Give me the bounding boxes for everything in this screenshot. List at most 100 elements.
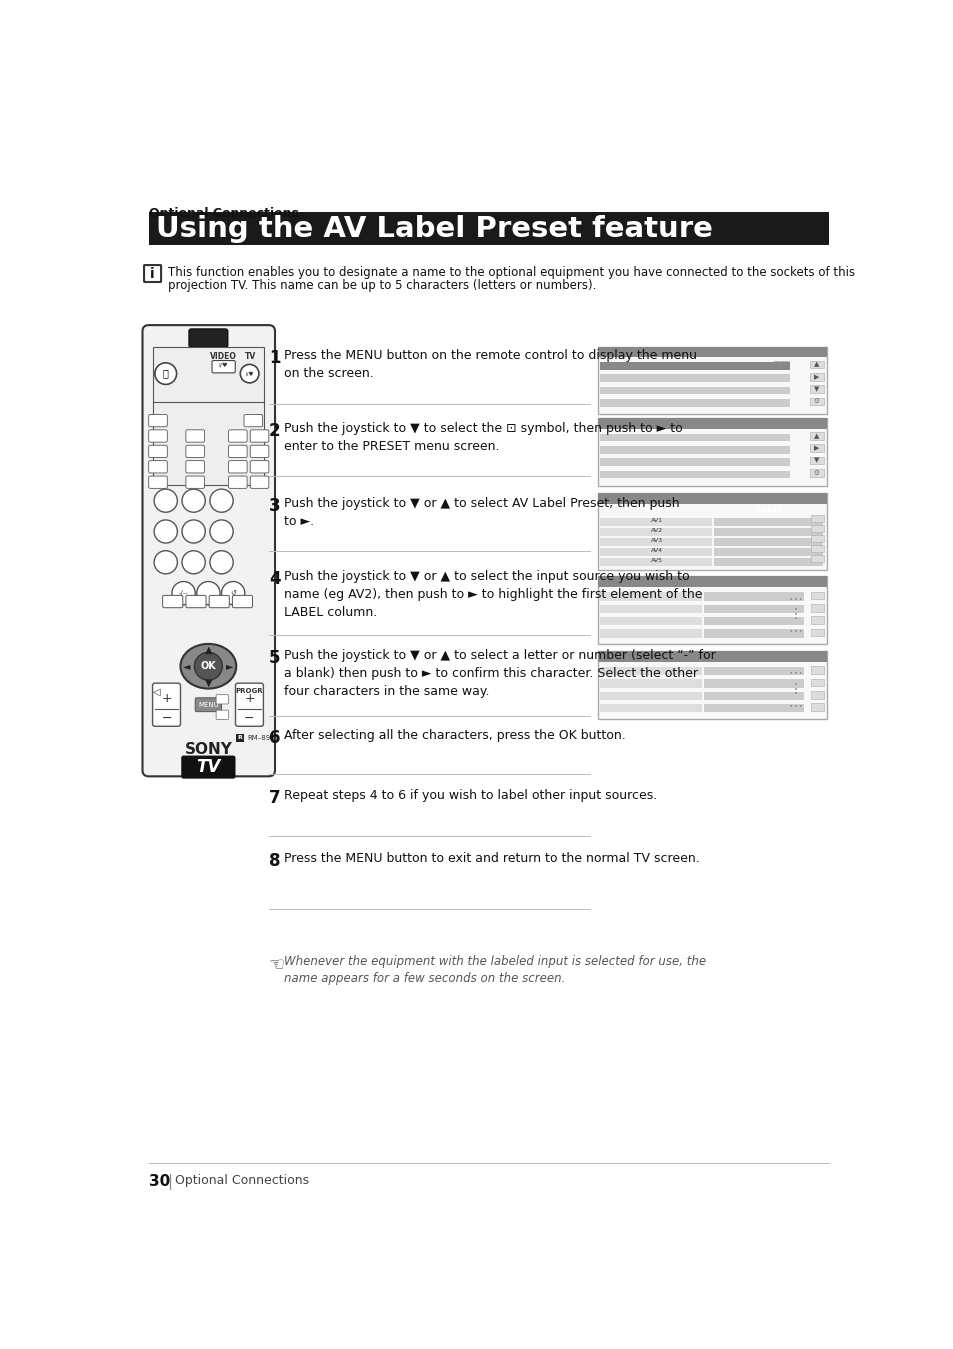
Text: 4: 4 xyxy=(269,571,280,588)
Text: AV5: AV5 xyxy=(650,558,662,564)
FancyBboxPatch shape xyxy=(250,460,269,473)
Text: ─────: ───── xyxy=(772,360,788,366)
Text: ↺: ↺ xyxy=(230,590,235,596)
Text: 2: 2 xyxy=(269,422,280,440)
FancyBboxPatch shape xyxy=(703,604,803,612)
Text: This function enables you to designate a name to the optional equipment you have: This function enables you to designate a… xyxy=(168,266,854,279)
FancyBboxPatch shape xyxy=(810,691,822,699)
FancyBboxPatch shape xyxy=(599,459,789,465)
FancyBboxPatch shape xyxy=(153,347,264,405)
Text: i: i xyxy=(151,267,154,281)
FancyBboxPatch shape xyxy=(599,518,711,526)
FancyBboxPatch shape xyxy=(809,444,822,452)
FancyBboxPatch shape xyxy=(598,492,826,503)
FancyBboxPatch shape xyxy=(713,529,822,536)
FancyBboxPatch shape xyxy=(142,325,274,776)
FancyBboxPatch shape xyxy=(216,710,229,719)
FancyBboxPatch shape xyxy=(229,460,247,473)
FancyBboxPatch shape xyxy=(599,704,701,712)
Text: AV1: AV1 xyxy=(650,518,662,523)
FancyBboxPatch shape xyxy=(149,430,167,442)
Circle shape xyxy=(182,550,205,573)
Text: OK: OK xyxy=(200,661,216,672)
Circle shape xyxy=(172,581,195,604)
FancyBboxPatch shape xyxy=(152,683,180,726)
FancyBboxPatch shape xyxy=(149,212,828,246)
FancyBboxPatch shape xyxy=(810,514,822,522)
FancyBboxPatch shape xyxy=(810,629,822,637)
Circle shape xyxy=(182,519,205,544)
Text: Push the joystick to ▼ or ▲ to select the input source you wish to
name (eg AV2): Push the joystick to ▼ or ▲ to select th… xyxy=(284,571,702,619)
FancyBboxPatch shape xyxy=(212,360,235,372)
Text: 8: 8 xyxy=(269,851,280,870)
Text: Press the MENU button to exit and return to the normal TV screen.: Press the MENU button to exit and return… xyxy=(284,851,700,865)
Text: VIDEO: VIDEO xyxy=(210,352,236,362)
FancyBboxPatch shape xyxy=(810,604,822,611)
Ellipse shape xyxy=(180,643,236,688)
FancyBboxPatch shape xyxy=(599,538,711,546)
Text: I/♥: I/♥ xyxy=(245,371,253,376)
FancyBboxPatch shape xyxy=(703,666,803,676)
FancyBboxPatch shape xyxy=(216,695,229,704)
Circle shape xyxy=(196,581,220,604)
FancyBboxPatch shape xyxy=(236,734,244,742)
Text: ►: ► xyxy=(226,661,233,672)
FancyBboxPatch shape xyxy=(209,595,229,607)
FancyBboxPatch shape xyxy=(599,529,711,536)
Text: R: R xyxy=(237,735,242,741)
FancyBboxPatch shape xyxy=(713,538,822,546)
Text: AV4: AV4 xyxy=(650,548,662,553)
FancyBboxPatch shape xyxy=(809,386,822,393)
FancyBboxPatch shape xyxy=(810,534,822,542)
Text: Repeat steps 4 to 6 if you wish to label other input sources.: Repeat steps 4 to 6 if you wish to label… xyxy=(284,789,657,803)
Circle shape xyxy=(154,490,177,513)
FancyBboxPatch shape xyxy=(599,692,701,700)
Text: ▲: ▲ xyxy=(813,362,819,367)
Text: ▶: ▶ xyxy=(813,445,819,452)
Circle shape xyxy=(154,550,177,573)
FancyBboxPatch shape xyxy=(235,683,263,726)
Circle shape xyxy=(210,550,233,573)
FancyBboxPatch shape xyxy=(181,755,235,778)
Text: 7: 7 xyxy=(269,789,280,808)
FancyBboxPatch shape xyxy=(153,402,264,486)
Text: 30: 30 xyxy=(149,1175,170,1190)
Circle shape xyxy=(182,490,205,513)
FancyBboxPatch shape xyxy=(149,476,167,488)
Circle shape xyxy=(240,364,258,383)
Text: ⊙: ⊙ xyxy=(813,398,819,405)
FancyBboxPatch shape xyxy=(599,471,789,479)
FancyBboxPatch shape xyxy=(598,576,826,643)
Text: Optional Connections: Optional Connections xyxy=(149,206,298,220)
Text: AV3: AV3 xyxy=(650,538,662,544)
Text: Whenever the equipment with the labeled input is selected for use, the
name appe: Whenever the equipment with the labeled … xyxy=(284,955,706,986)
Circle shape xyxy=(210,519,233,544)
Circle shape xyxy=(154,363,176,384)
Circle shape xyxy=(210,490,233,513)
FancyBboxPatch shape xyxy=(809,457,822,464)
Text: Optional Connections: Optional Connections xyxy=(174,1175,309,1187)
Text: ⋯
⋮
⋯: ⋯ ⋮ ⋯ xyxy=(788,665,801,712)
FancyBboxPatch shape xyxy=(229,430,247,442)
FancyBboxPatch shape xyxy=(599,399,789,407)
FancyBboxPatch shape xyxy=(599,447,789,453)
Circle shape xyxy=(221,581,245,604)
Text: After selecting all the characters, press the OK button.: After selecting all the characters, pres… xyxy=(284,730,625,742)
FancyBboxPatch shape xyxy=(244,414,262,426)
FancyBboxPatch shape xyxy=(162,595,183,607)
Text: MENU: MENU xyxy=(198,701,218,708)
FancyBboxPatch shape xyxy=(599,387,789,394)
Text: ▲: ▲ xyxy=(204,645,212,656)
Text: ▲: ▲ xyxy=(813,433,819,438)
FancyBboxPatch shape xyxy=(186,595,206,607)
Text: I/♥: I/♥ xyxy=(218,363,228,368)
Text: Using the AV Label Preset feature: Using the AV Label Preset feature xyxy=(156,214,713,243)
FancyBboxPatch shape xyxy=(809,432,822,440)
FancyBboxPatch shape xyxy=(598,347,826,414)
Text: 1: 1 xyxy=(269,349,280,367)
FancyBboxPatch shape xyxy=(703,692,803,700)
FancyBboxPatch shape xyxy=(810,666,822,674)
FancyBboxPatch shape xyxy=(598,418,826,486)
FancyBboxPatch shape xyxy=(598,418,826,429)
Circle shape xyxy=(194,653,222,680)
